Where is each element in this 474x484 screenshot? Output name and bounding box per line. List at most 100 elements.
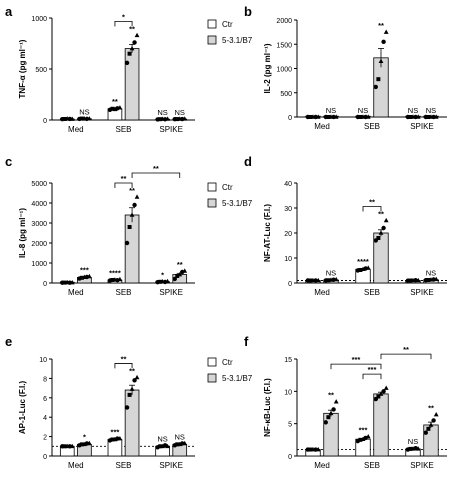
data-point <box>127 51 132 56</box>
data-point <box>117 435 123 441</box>
data-point <box>110 437 115 442</box>
data-point <box>117 105 123 110</box>
legend-label-treated: 5-3.1/B7 <box>222 199 253 208</box>
data-point <box>79 442 84 447</box>
data-point <box>165 116 170 121</box>
category-label: SPIKE <box>159 288 183 297</box>
data-point <box>134 32 140 38</box>
data-point <box>124 240 130 246</box>
legend-swatch-treated <box>207 373 217 383</box>
data-point <box>415 114 421 119</box>
data-point <box>158 117 163 122</box>
y-tick-label: 3000 <box>31 221 47 228</box>
significance-label: NS <box>326 269 336 278</box>
y-tick-label: 0 <box>43 118 47 125</box>
significance-label: * <box>83 432 86 441</box>
significance-label: NS <box>175 432 185 441</box>
data-point <box>426 278 431 282</box>
data-point <box>315 277 321 283</box>
legend-label-ctr: Ctr <box>222 183 233 192</box>
data-point <box>86 116 92 121</box>
data-point <box>408 446 413 451</box>
significance-label: ** <box>328 391 334 400</box>
data-point <box>158 444 163 449</box>
data-point <box>383 217 389 223</box>
y-tick-label: 20 <box>284 231 292 238</box>
comparison-bracket <box>131 172 181 178</box>
y-tick-label: 1500 <box>276 42 292 49</box>
data-point <box>358 115 363 119</box>
comparison-bracket <box>330 363 382 370</box>
legend-swatch-ctr <box>207 182 217 192</box>
bar <box>323 412 339 457</box>
y-axis-label: AP-1-Luc (F.I.) <box>18 381 27 435</box>
legend: Ctr 5-3.1/B7 <box>207 19 253 45</box>
data-point <box>129 212 135 217</box>
comparison-bracket <box>114 363 133 369</box>
significance-label: NS <box>426 106 436 115</box>
category-label: Med <box>314 122 330 131</box>
data-point <box>182 116 188 121</box>
bracket-label: *** <box>352 355 361 364</box>
category-label: Med <box>314 461 330 470</box>
data-point <box>326 415 331 420</box>
comparison-bracket <box>362 206 382 212</box>
y-tick-label: 4 <box>43 415 47 422</box>
panel-a: a 0 500 1000 TNF-α (pg ml⁻¹) Med NS SEB ** ** SPIK… <box>5 4 253 134</box>
y-axis-label: TNF-α (pg ml⁻¹) <box>18 39 27 98</box>
data-point <box>326 115 331 119</box>
data-point <box>132 202 137 208</box>
data-point <box>326 278 331 283</box>
data-point <box>308 447 313 452</box>
category-label: SPIKE <box>410 461 434 470</box>
y-tick-label: 0 <box>288 281 292 288</box>
data-point <box>62 116 67 121</box>
data-point <box>433 276 439 282</box>
panel-letter: f <box>244 334 249 349</box>
y-tick-label: 10 <box>284 389 292 396</box>
y-tick-label: 0 <box>288 115 292 122</box>
y-axis-label: NF-κB-Luc (F.I.) <box>263 378 272 437</box>
data-point <box>165 278 170 284</box>
significance-label: *** <box>80 265 89 274</box>
legend: Ctr 5-3.1/B7 <box>207 357 253 383</box>
significance-label: *** <box>359 426 368 435</box>
significance-label: ** <box>129 186 135 195</box>
panel-letter: a <box>5 4 13 19</box>
y-tick-label: 500 <box>35 67 47 74</box>
category-label: Med <box>314 288 330 297</box>
data-point <box>308 115 313 119</box>
significance-label: NS <box>358 106 368 115</box>
data-point <box>79 275 84 280</box>
data-point <box>426 426 431 431</box>
data-point <box>117 276 123 282</box>
significance-label: NS <box>175 108 185 117</box>
comparison-bracket <box>114 20 133 27</box>
legend-swatch-treated <box>207 35 217 45</box>
data-point <box>175 274 180 278</box>
significance-label: NS <box>157 434 167 443</box>
significance-label: ** <box>177 260 183 269</box>
bar <box>423 424 439 457</box>
significance-label: ** <box>378 21 384 30</box>
data-point <box>127 225 132 229</box>
category-label: SEB <box>115 288 131 297</box>
data-point <box>129 386 135 391</box>
y-tick-label: 10 <box>39 357 47 364</box>
significance-label: NS <box>79 108 89 117</box>
y-tick-label: 2 <box>43 435 47 442</box>
panel-letter: c <box>5 154 12 169</box>
category-label: SEB <box>364 461 380 470</box>
legend-swatch-ctr <box>207 19 217 29</box>
legend-label-ctr: Ctr <box>222 358 233 367</box>
bar <box>124 389 140 457</box>
data-point <box>177 272 183 277</box>
y-tick-label: 0 <box>288 454 292 461</box>
panel-f: f 0 5 10 15 NF-κB-Luc (F.I.) Med ** SEB *** SPIKE N… <box>244 334 447 470</box>
y-tick-label: 5 <box>288 422 292 429</box>
data-point <box>110 278 115 282</box>
data-point <box>415 446 421 451</box>
significance-label: **** <box>357 257 369 266</box>
data-point <box>69 443 75 449</box>
